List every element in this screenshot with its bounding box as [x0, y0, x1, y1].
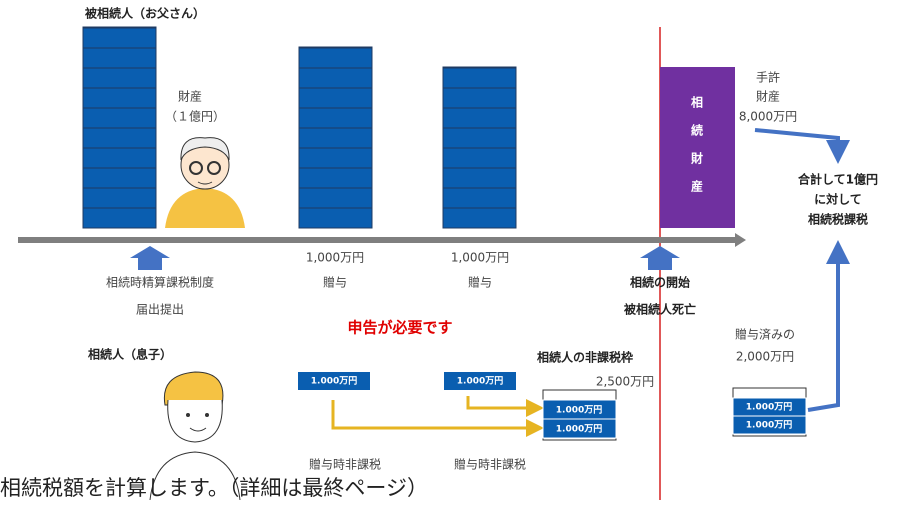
start: 相続の開始	[630, 275, 690, 290]
exemption-amount: 2,500万円	[596, 375, 654, 389]
tax-free: 贈与時非課税	[454, 457, 526, 472]
vchar: 産	[691, 179, 703, 194]
vchar: 続	[691, 123, 703, 138]
block	[82, 147, 157, 169]
father-title: 被相続人（お父さん）	[85, 6, 205, 21]
arrow	[754, 128, 850, 164]
block	[442, 87, 517, 109]
block	[442, 147, 517, 169]
block	[442, 107, 517, 129]
total-note: 合計して1億円	[798, 172, 878, 187]
box-label: 1.000万円	[746, 402, 792, 413]
gift-box	[444, 372, 516, 390]
block	[442, 167, 517, 189]
block	[82, 107, 157, 129]
block	[298, 46, 373, 49]
gift-amount: 1,000万円	[451, 251, 509, 265]
up-arrow	[130, 246, 170, 270]
block	[442, 187, 517, 209]
on-hand-amount: 8,000万円	[739, 110, 797, 124]
arrow	[331, 400, 544, 437]
block	[442, 67, 517, 89]
block	[298, 187, 373, 209]
block	[82, 87, 157, 109]
notice: 申告が必要です	[347, 319, 452, 337]
arrow	[466, 396, 544, 417]
block	[298, 107, 373, 129]
gifted-box	[732, 415, 807, 435]
block	[82, 26, 157, 29]
block	[82, 207, 157, 229]
election: 相続時精算課税制度	[106, 275, 214, 290]
block	[298, 207, 373, 229]
up-arrow	[640, 246, 680, 270]
block	[298, 147, 373, 169]
block	[298, 87, 373, 109]
son-illustration	[149, 371, 241, 501]
block	[82, 27, 157, 49]
block	[298, 67, 373, 89]
asset-label: 財産	[178, 89, 202, 104]
block	[442, 127, 517, 149]
gift-amount: 1,000万円	[306, 251, 364, 265]
start: 被相続人死亡	[624, 302, 696, 317]
block	[82, 167, 157, 189]
arrow	[807, 240, 850, 412]
tax-free: 贈与時非課税	[309, 457, 381, 472]
block	[82, 127, 157, 149]
box-label: 1.000万円	[556, 405, 602, 416]
gift-box	[298, 372, 370, 390]
vchar: 財	[690, 151, 703, 166]
gifted: 贈与済みの	[735, 327, 795, 342]
heir-title: 相続人（息子）	[88, 347, 172, 362]
gift-label: 贈与	[468, 275, 492, 290]
block	[82, 187, 157, 209]
box-label: 1.000万円	[746, 420, 792, 431]
asset-bars	[82, 26, 517, 229]
caption: 相続税額を計算します。（詳細は最終ページ）	[0, 476, 428, 500]
box-label: 1.000万円	[556, 424, 602, 435]
father-illustration	[165, 137, 245, 228]
block	[82, 47, 157, 69]
gifted: 2,000万円	[736, 350, 794, 364]
block	[442, 66, 517, 69]
block	[298, 167, 373, 189]
election: 届出提出	[136, 302, 184, 317]
block	[442, 207, 517, 229]
timeline-head	[735, 233, 746, 247]
total-note: 相続税課税	[808, 212, 868, 227]
block	[298, 47, 373, 69]
on-hand: 手許	[756, 71, 780, 85]
box-label: 1.000万円	[311, 376, 357, 387]
block	[298, 127, 373, 149]
on-hand: 財産	[756, 89, 780, 104]
asset-amount: （１億円）	[165, 110, 225, 124]
exemption-title: 相続人の非課税枠	[537, 350, 633, 365]
box-label: 1.000万円	[457, 376, 503, 387]
vchar: 相	[691, 95, 703, 110]
total-note: に対して	[814, 192, 862, 207]
block	[82, 67, 157, 89]
gift-label: 贈与	[323, 275, 347, 290]
exemption-box	[542, 418, 617, 439]
inherited-bar	[660, 67, 735, 228]
